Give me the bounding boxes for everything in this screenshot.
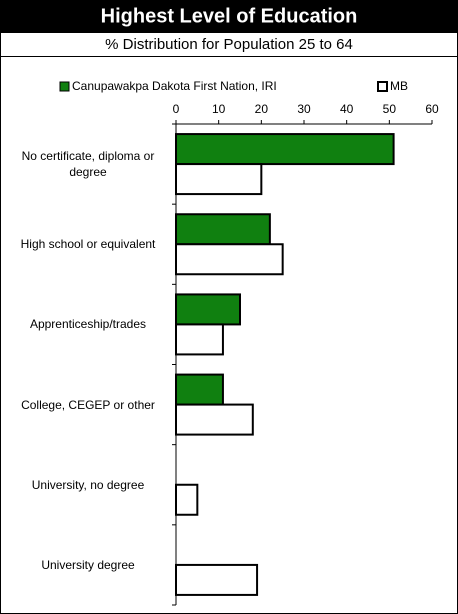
- y-tick-label: No certificate, diploma or degree: [21, 149, 155, 180]
- bar: [175, 373, 224, 406]
- x-tick-label: 30: [297, 102, 311, 116]
- y-tick-label: College, CEGEP or other: [21, 397, 155, 412]
- y-tick-label: University degree: [41, 557, 135, 572]
- legend-swatch: [377, 81, 388, 92]
- bar: [175, 403, 254, 436]
- x-tick-label: 60: [425, 102, 439, 116]
- x-tick-label: 50: [383, 102, 397, 116]
- legend-swatch: [59, 81, 70, 92]
- bar: [175, 323, 224, 356]
- x-tick-label: 10: [212, 102, 226, 116]
- legend-label: Canupawakpa Dakota First Nation, IRI: [72, 79, 277, 93]
- y-tick-label: High school or equivalent: [20, 237, 156, 252]
- y-tick-label: Apprenticeship/trades: [29, 317, 147, 332]
- title-banner: [0, 0, 458, 32]
- x-tick-label: 0: [173, 102, 180, 116]
- chart-title: Highest Level of Education: [101, 5, 358, 27]
- bar: [175, 243, 284, 276]
- y-tick-label: University, no degree: [31, 477, 145, 492]
- x-tick-label: 20: [255, 102, 269, 116]
- bar: [175, 483, 199, 516]
- subtitle-box: [0, 32, 458, 57]
- bar: [175, 213, 271, 246]
- x-tick-label: 40: [340, 102, 354, 116]
- chart-subtitle: % Distribution for Population 25 to 64: [105, 36, 353, 53]
- legend-label: MB: [390, 79, 408, 93]
- bar: [175, 163, 263, 196]
- bar: [175, 293, 241, 326]
- bar: [175, 133, 395, 166]
- bar: [175, 563, 259, 596]
